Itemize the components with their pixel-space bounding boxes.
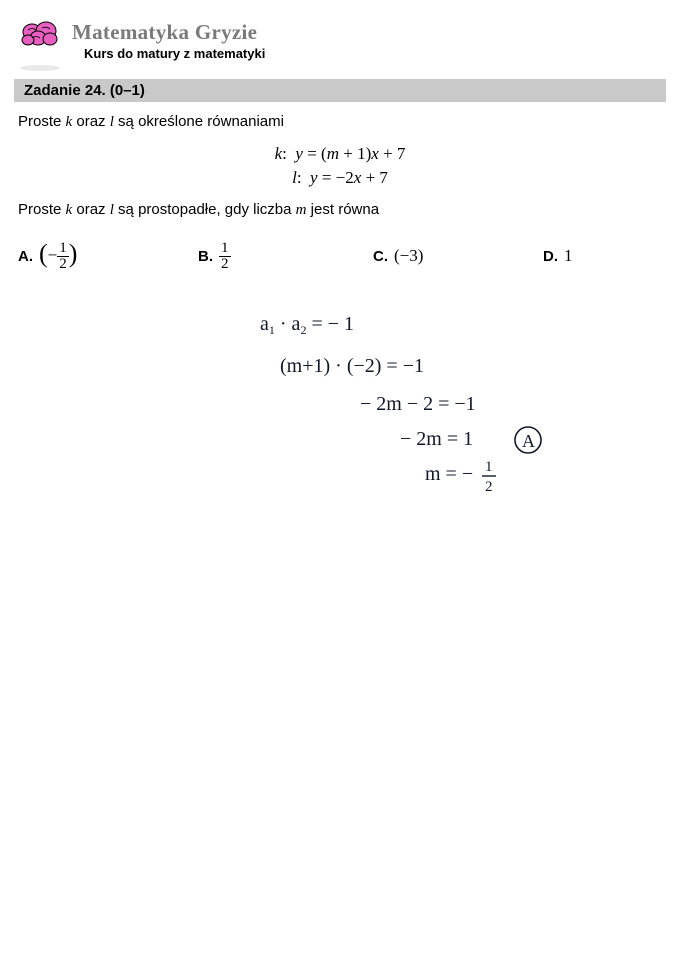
var-m: m (296, 202, 307, 218)
hand-line-4: − 2m = 1 (400, 428, 473, 450)
option-value: (−3) (394, 246, 423, 266)
option-value: 12 (219, 241, 231, 272)
text-fragment: oraz (72, 201, 110, 218)
task-intro-line: Proste k oraz l są określone równaniami (0, 108, 680, 136)
logo-shadow (20, 65, 60, 71)
option-label: B. (198, 248, 213, 265)
option-label: D. (543, 248, 558, 265)
hand-line-3: − 2m − 2 = −1 (360, 393, 476, 415)
svg-text:1: 1 (485, 459, 493, 475)
option-d: D. 1 (543, 241, 573, 272)
text-fragment: jest równa (307, 201, 380, 218)
header-text-block: Matematyka Gryzie Kurs do matury z matem… (72, 18, 265, 61)
hand-line-1: a1 · a2 = − 1 (260, 313, 354, 337)
equation-block: k: y = (m + 1)x + 7 l: y = −2x + 7 (0, 144, 680, 188)
option-label: A. (18, 248, 33, 265)
site-subtitle: Kurs do matury z matematyki (84, 46, 265, 61)
option-value: (−12) (39, 241, 77, 272)
option-a: A. (−12) (18, 241, 198, 272)
text-fragment: Proste (18, 201, 66, 218)
hand-answer: A (522, 431, 535, 451)
text-fragment: są określone równaniami (114, 113, 284, 130)
task-header-bar: Zadanie 24. (0–1) (14, 79, 666, 102)
text-fragment: są prostopadłe, gdy liczba (114, 201, 296, 218)
page-header: Matematyka Gryzie Kurs do matury z matem… (0, 0, 680, 67)
option-c: C. (−3) (373, 241, 543, 272)
equation-k: k: y = (m + 1)x + 7 (0, 144, 680, 164)
option-b: B. 12 (198, 241, 373, 272)
text-fragment: Proste (18, 113, 66, 130)
hand-line-5: m = − (425, 463, 473, 485)
site-title: Matematyka Gryzie (72, 20, 265, 45)
task-question-line: Proste k oraz l są prostopadłe, gdy licz… (0, 196, 680, 224)
text-fragment: oraz (72, 113, 110, 130)
brain-logo-icon (18, 18, 62, 54)
handwritten-work: a1 · a2 = − 1 (m+1) · (−2) = −1 − 2m − 2… (80, 300, 620, 520)
hand-line-2: (m+1) · (−2) = −1 (280, 355, 424, 377)
option-value: 1 (564, 246, 573, 266)
svg-text:2: 2 (485, 479, 493, 495)
answer-options: A. (−12) B. 12 C. (−3) D. 1 (0, 225, 680, 272)
option-label: C. (373, 248, 388, 265)
equation-l: l: y = −2x + 7 (0, 168, 680, 188)
